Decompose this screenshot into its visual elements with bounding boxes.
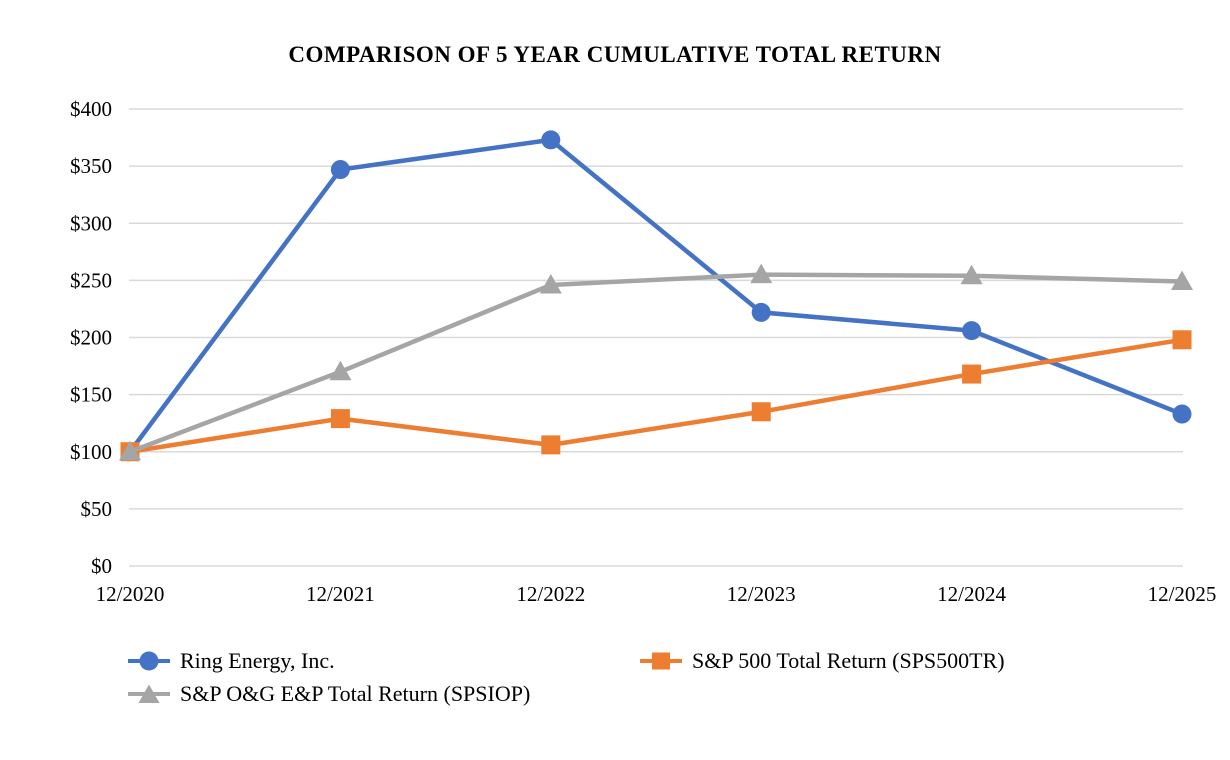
legend-label-sp500: S&P 500 Total Return (SPS500TR): [692, 647, 1005, 673]
y-tick-label: $100: [70, 440, 112, 464]
y-tick-label: $400: [70, 97, 112, 121]
data-point-circle: [541, 130, 561, 150]
legend-item-sp500: S&P 500 Total Return (SPS500TR): [639, 648, 1005, 674]
y-tick-label: $200: [70, 326, 112, 350]
data-point-circle: [330, 160, 350, 180]
series-line: [127, 337, 1185, 454]
chart-legend: Ring Energy, Inc. S&P 500 Total Return (…: [127, 644, 1005, 710]
x-tick-label: 12/2021: [306, 582, 375, 606]
data-point-triangle: [750, 263, 773, 284]
data-point-triangle: [539, 273, 562, 294]
y-tick-label: $50: [81, 497, 113, 521]
data-point-circle: [751, 302, 771, 322]
data-point-square: [330, 409, 350, 429]
legend-label-ring-energy: Ring Energy, Inc.: [180, 647, 335, 673]
data-point-square: [1172, 330, 1192, 350]
x-tick-label: 12/2024: [937, 582, 1006, 606]
x-tick-label: 12/2020: [96, 582, 165, 606]
data-point-square: [751, 402, 771, 422]
chart-title: COMPARISON OF 5 YEAR CUMULATIVE TOTAL RE…: [288, 42, 942, 67]
chart-plot-area: $0 $50 $100 $150 $200 $250 $300 $350 $400 12/2020…: [70, 97, 1217, 606]
y-tick-label: $350: [70, 154, 112, 178]
data-point-triangle: [1171, 270, 1193, 291]
y-tick-label: $250: [70, 268, 112, 292]
data-point-circle: [962, 321, 982, 341]
data-point-triangle: [960, 264, 983, 285]
line-triangle-marker-icon: [128, 684, 170, 703]
y-tick-label: $300: [70, 211, 112, 235]
data-point-circle: [1172, 404, 1192, 424]
legend-item-ring-energy: Ring Energy, Inc.: [127, 648, 639, 674]
line-square-marker-icon: [640, 652, 682, 669]
line-circle-marker-icon: [128, 651, 170, 670]
y-tick-label: $0: [91, 554, 112, 578]
data-point-triangle: [119, 440, 141, 461]
y-tick-label: $150: [70, 383, 112, 407]
x-tick-label: 12/2022: [516, 582, 585, 606]
series-line: [127, 137, 1185, 454]
data-point-triangle: [329, 360, 352, 381]
data-point-square: [541, 435, 561, 455]
x-tick-label: 12/2023: [727, 582, 796, 606]
legend-label-sp-og-ep: S&P O&G E&P Total Return (SPSIOP): [180, 680, 531, 706]
data-point-square: [962, 364, 982, 384]
legend-item-sp-og-ep: S&P O&G E&P Total Return (SPSIOP): [127, 681, 639, 707]
series-line: [127, 272, 1185, 454]
x-tick-label: 12/2025: [1148, 582, 1217, 606]
